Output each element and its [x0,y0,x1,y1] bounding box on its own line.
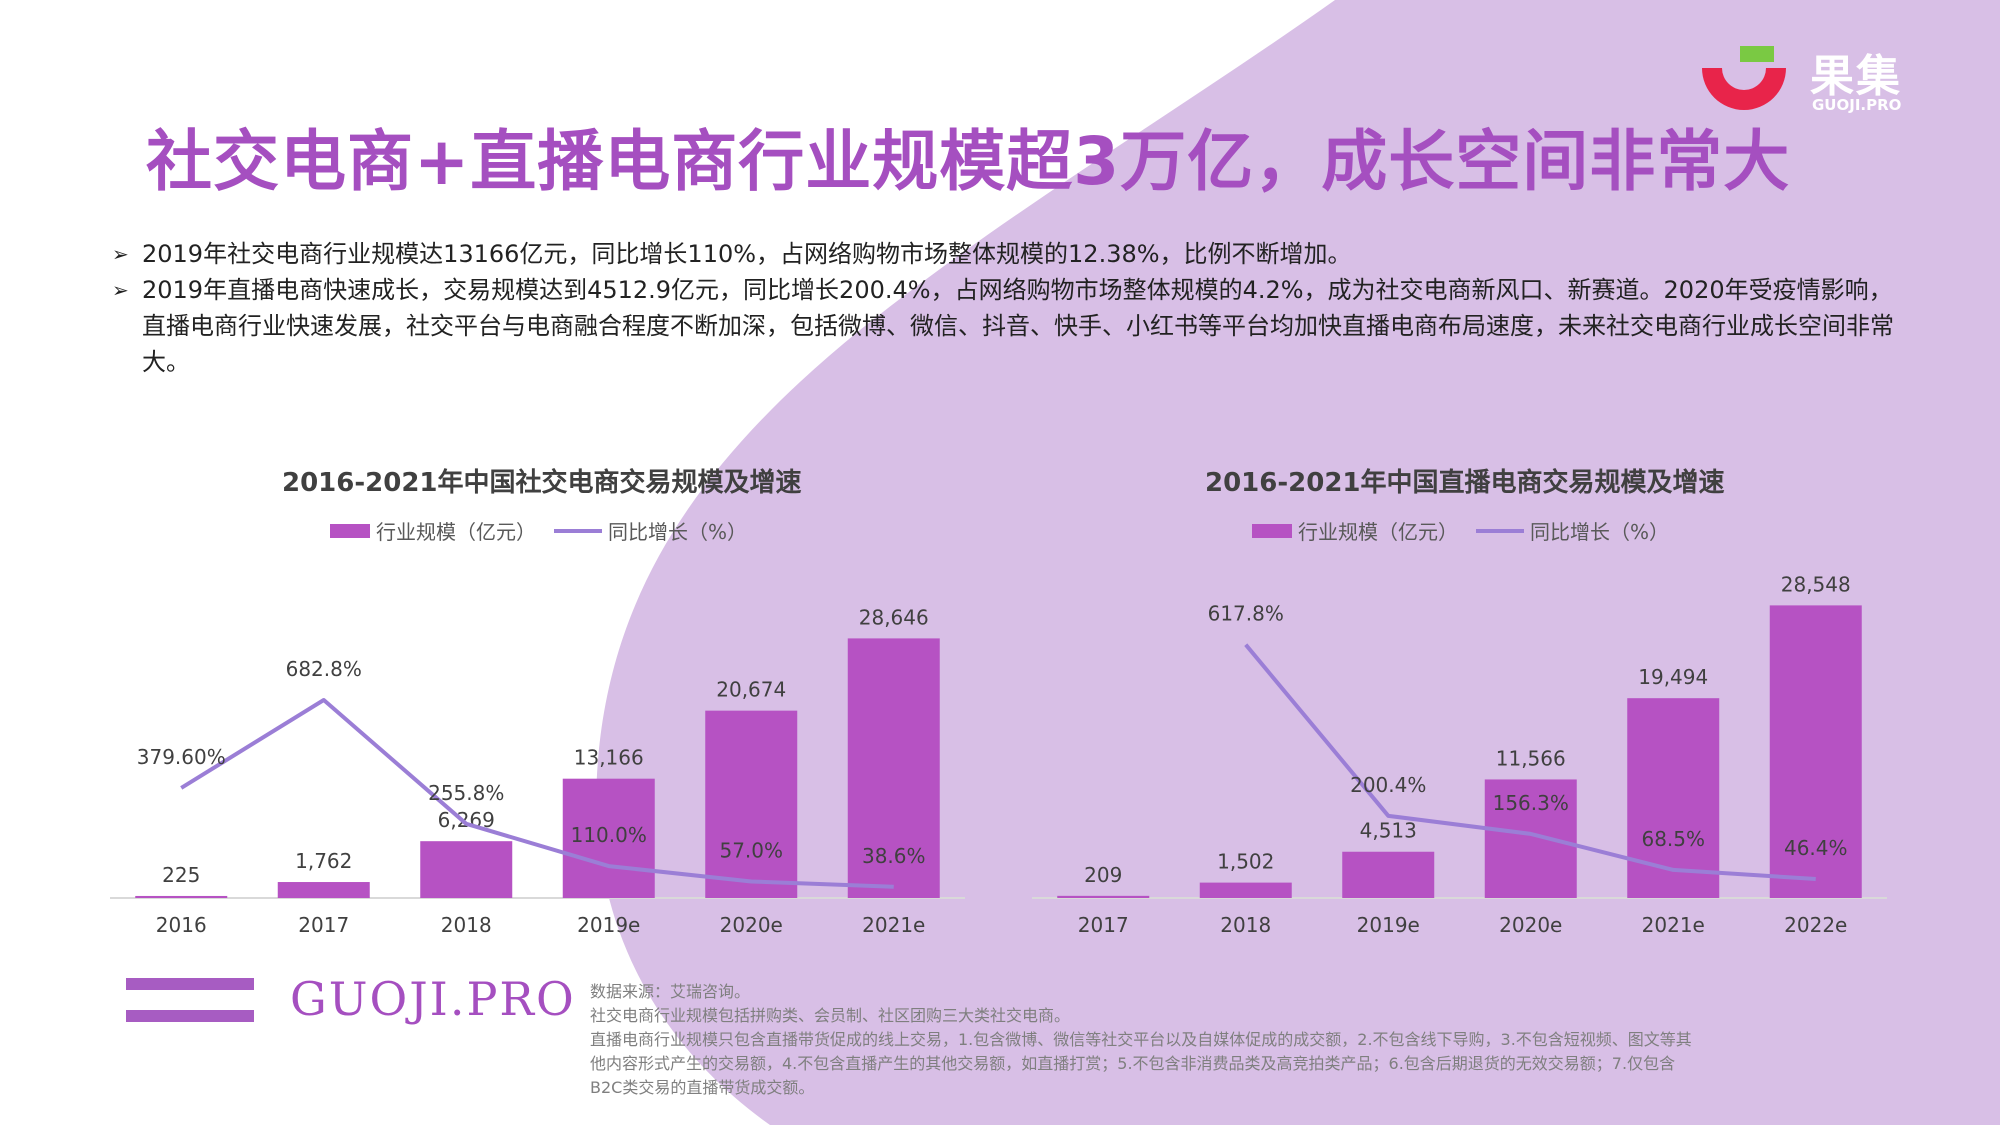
brand-logo-icon [1702,46,1786,110]
legend-bar-swatch [330,523,370,538]
chart-social-ecommerce: 22520161,76220176,269201813,1662019e20,6… [110,605,965,937]
x-tick-label: 2022e [1784,913,1847,937]
bar-value-label: 1,762 [295,849,352,873]
legend-bar-swatch [1252,523,1292,538]
growth-value-label: 38.6% [862,844,926,868]
legend-bar-label: 行业规模（亿元） [376,520,536,544]
bar [1627,698,1720,898]
bar-value-label: 4,513 [1360,819,1417,843]
x-tick-label: 2020e [1499,913,1562,937]
brand-name-en: GUOJI.PRO [1812,96,1902,114]
footer-site-name: GUOJI.PRO [290,972,576,1026]
growth-value-label: 200.4% [1350,773,1426,797]
x-tick-label: 2018 [441,913,492,937]
growth-value-label: 57.0% [719,838,783,862]
brand-name-cn: 果集 [1810,51,1902,102]
bar-value-label: 28,548 [1781,572,1851,596]
footer-deco-bar [126,1010,254,1022]
growth-value-label: 110.0% [571,823,647,847]
note-line: B2C类交易的直播带货成交额。 [590,1078,815,1097]
bar [1057,895,1150,898]
x-tick-label: 2017 [298,913,349,937]
note-line: 数据来源：艾瑞咨询。 [590,982,751,1001]
note-line: 他内容形式产生的交易额，4.不包含直播产生的其他交易额，如直播打赏；5.不包含非… [590,1054,1676,1073]
bullet-item: ➢ 2019年直播电商快速成长，交易规模达到4512.9亿元，同比增长200.4… [112,272,1912,380]
x-tick-label: 2017 [1078,913,1129,937]
bullet-item: ➢ 2019年社交电商行业规模达13166亿元，同比增长110%，占网络购物市场… [112,236,1912,272]
bar-value-label: 20,674 [716,678,786,702]
growth-value-label: 46.4% [1784,836,1848,860]
chart-legend-live: 行业规模（亿元） 同比增长（%） [1252,516,1669,545]
bar [135,895,228,898]
legend-bar-label: 行业规模（亿元） [1298,520,1458,544]
bullet-list: ➢ 2019年社交电商行业规模达13166亿元，同比增长110%，占网络购物市场… [112,236,1912,380]
x-tick-label: 2020e [720,913,783,937]
page-title: 社交电商+直播电商行业规模超3万亿，成长空间非常大 [146,123,1791,200]
bar [705,710,798,898]
bar [277,882,370,898]
bar [1769,605,1862,898]
bullet-text: 2019年直播电商快速成长，交易规模达到4512.9亿元，同比增长200.4%，… [142,276,1894,376]
growth-line [1244,643,1816,881]
chart-live-ecommerce: 209 2017 1,502 2018 4,513 2019e 11,566 2020e 19,… [1032,572,1887,937]
chart-legend-social: 行业规模（亿元） 同比增长（%） [330,516,747,545]
bar-value-label: 1,502 [1217,850,1274,874]
chart-title-social: 2016-2021年中国社交电商交易规模及增速 [282,468,802,498]
brand-logo: 果集 GUOJI.PRO [1694,40,1904,120]
bar-value-label: 28,646 [859,605,929,629]
note-line: 社交电商行业规模包括拼购类、会员制、社区团购三大类社交电商。 [590,1006,1071,1025]
bar [420,841,513,898]
bar-value-label: 13,166 [574,746,644,770]
legend-line-swatch [554,528,602,533]
growth-value-label: 255.8% [428,781,504,805]
footer-deco-bar [126,978,254,990]
chart-title-live: 2016-2021年中国直播电商交易规模及增速 [1205,468,1725,498]
x-tick-label: 2019e [1357,913,1420,937]
source-notes: 数据来源：艾瑞咨询。 社交电商行业规模包括拼购类、会员制、社区团购三大类社交电商… [590,980,1890,1100]
bar-value-label: 11,566 [1496,746,1566,770]
note-line: 直播电商行业规模只包含直播带货促成的线上交易，1.包含微博、微信等社交平台以及自… [590,1030,1692,1049]
bar [562,778,655,898]
bar [847,638,940,898]
bullet-arrow-icon: ➢ [112,242,129,266]
bullet-arrow-icon: ➢ [112,278,129,302]
legend-line-label: 同比增长（%） [608,520,748,544]
x-tick-label: 2021e [1642,913,1705,937]
legend-line-label: 同比增长（%） [1530,520,1670,544]
bar [1484,779,1577,898]
x-tick-label: 2016 [156,913,207,937]
bar [1342,851,1435,898]
growth-value-label: 68.5% [1641,827,1705,851]
growth-value-label: 379.60% [137,745,226,769]
bullet-text: 2019年社交电商行业规模达13166亿元，同比增长110%，占网络购物市场整体… [142,240,1352,268]
bar-value-label: 209 [1084,863,1122,887]
x-tick-label: 2018 [1220,913,1271,937]
bar [1199,882,1292,898]
bar-value-label: 225 [162,863,200,887]
growth-value-label: 682.8% [286,657,362,681]
x-tick-label: 2021e [862,913,925,937]
growth-line [180,697,894,889]
growth-value-label: 617.8% [1208,602,1284,626]
x-tick-label: 2019e [577,913,640,937]
bar-value-label: 19,494 [1638,665,1708,689]
legend-line-swatch [1476,528,1524,533]
growth-value-label: 156.3% [1493,791,1569,815]
